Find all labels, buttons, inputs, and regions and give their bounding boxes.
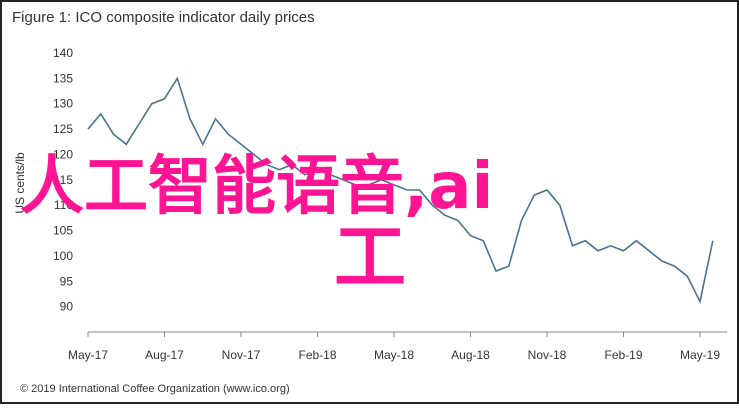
y-tick-label: 130 <box>53 97 73 111</box>
y-tick-label: 135 <box>53 71 73 85</box>
y-tick-label: 110 <box>54 198 73 212</box>
x-tick-label: Feb-19 <box>604 348 642 362</box>
y-tick-label: 115 <box>54 173 73 187</box>
x-tick-label: Nov-18 <box>528 348 567 362</box>
x-tick-label: Nov-17 <box>222 348 261 362</box>
y-tick-label: 125 <box>53 122 73 136</box>
x-tick-label: Aug-17 <box>145 348 184 362</box>
x-tick-label: May-18 <box>374 348 414 362</box>
y-tick-label: 105 <box>53 224 73 238</box>
price-line <box>87 76 714 305</box>
y-tick-label: 95 <box>60 274 74 288</box>
x-tick-label: Aug-18 <box>451 348 490 362</box>
y-tick-label: 140 <box>53 46 73 60</box>
y-axis-label: US cents/lb <box>13 152 27 214</box>
x-tick-label: May-17 <box>68 348 108 362</box>
overlay-text: 工 <box>334 215 406 299</box>
x-tick-label: May-19 <box>680 348 720 362</box>
y-tick-label: 100 <box>53 249 73 263</box>
footer: © 2019 International Coffee Organization… <box>20 383 290 395</box>
y-tick-label: 120 <box>53 147 73 161</box>
x-tick-label: Feb-18 <box>298 348 336 362</box>
y-tick-label: 90 <box>60 300 74 314</box>
overlay-text: 人工智能语音,ai <box>20 150 493 224</box>
chart-title: Figure 1: ICO composite indicator daily … <box>12 9 315 26</box>
